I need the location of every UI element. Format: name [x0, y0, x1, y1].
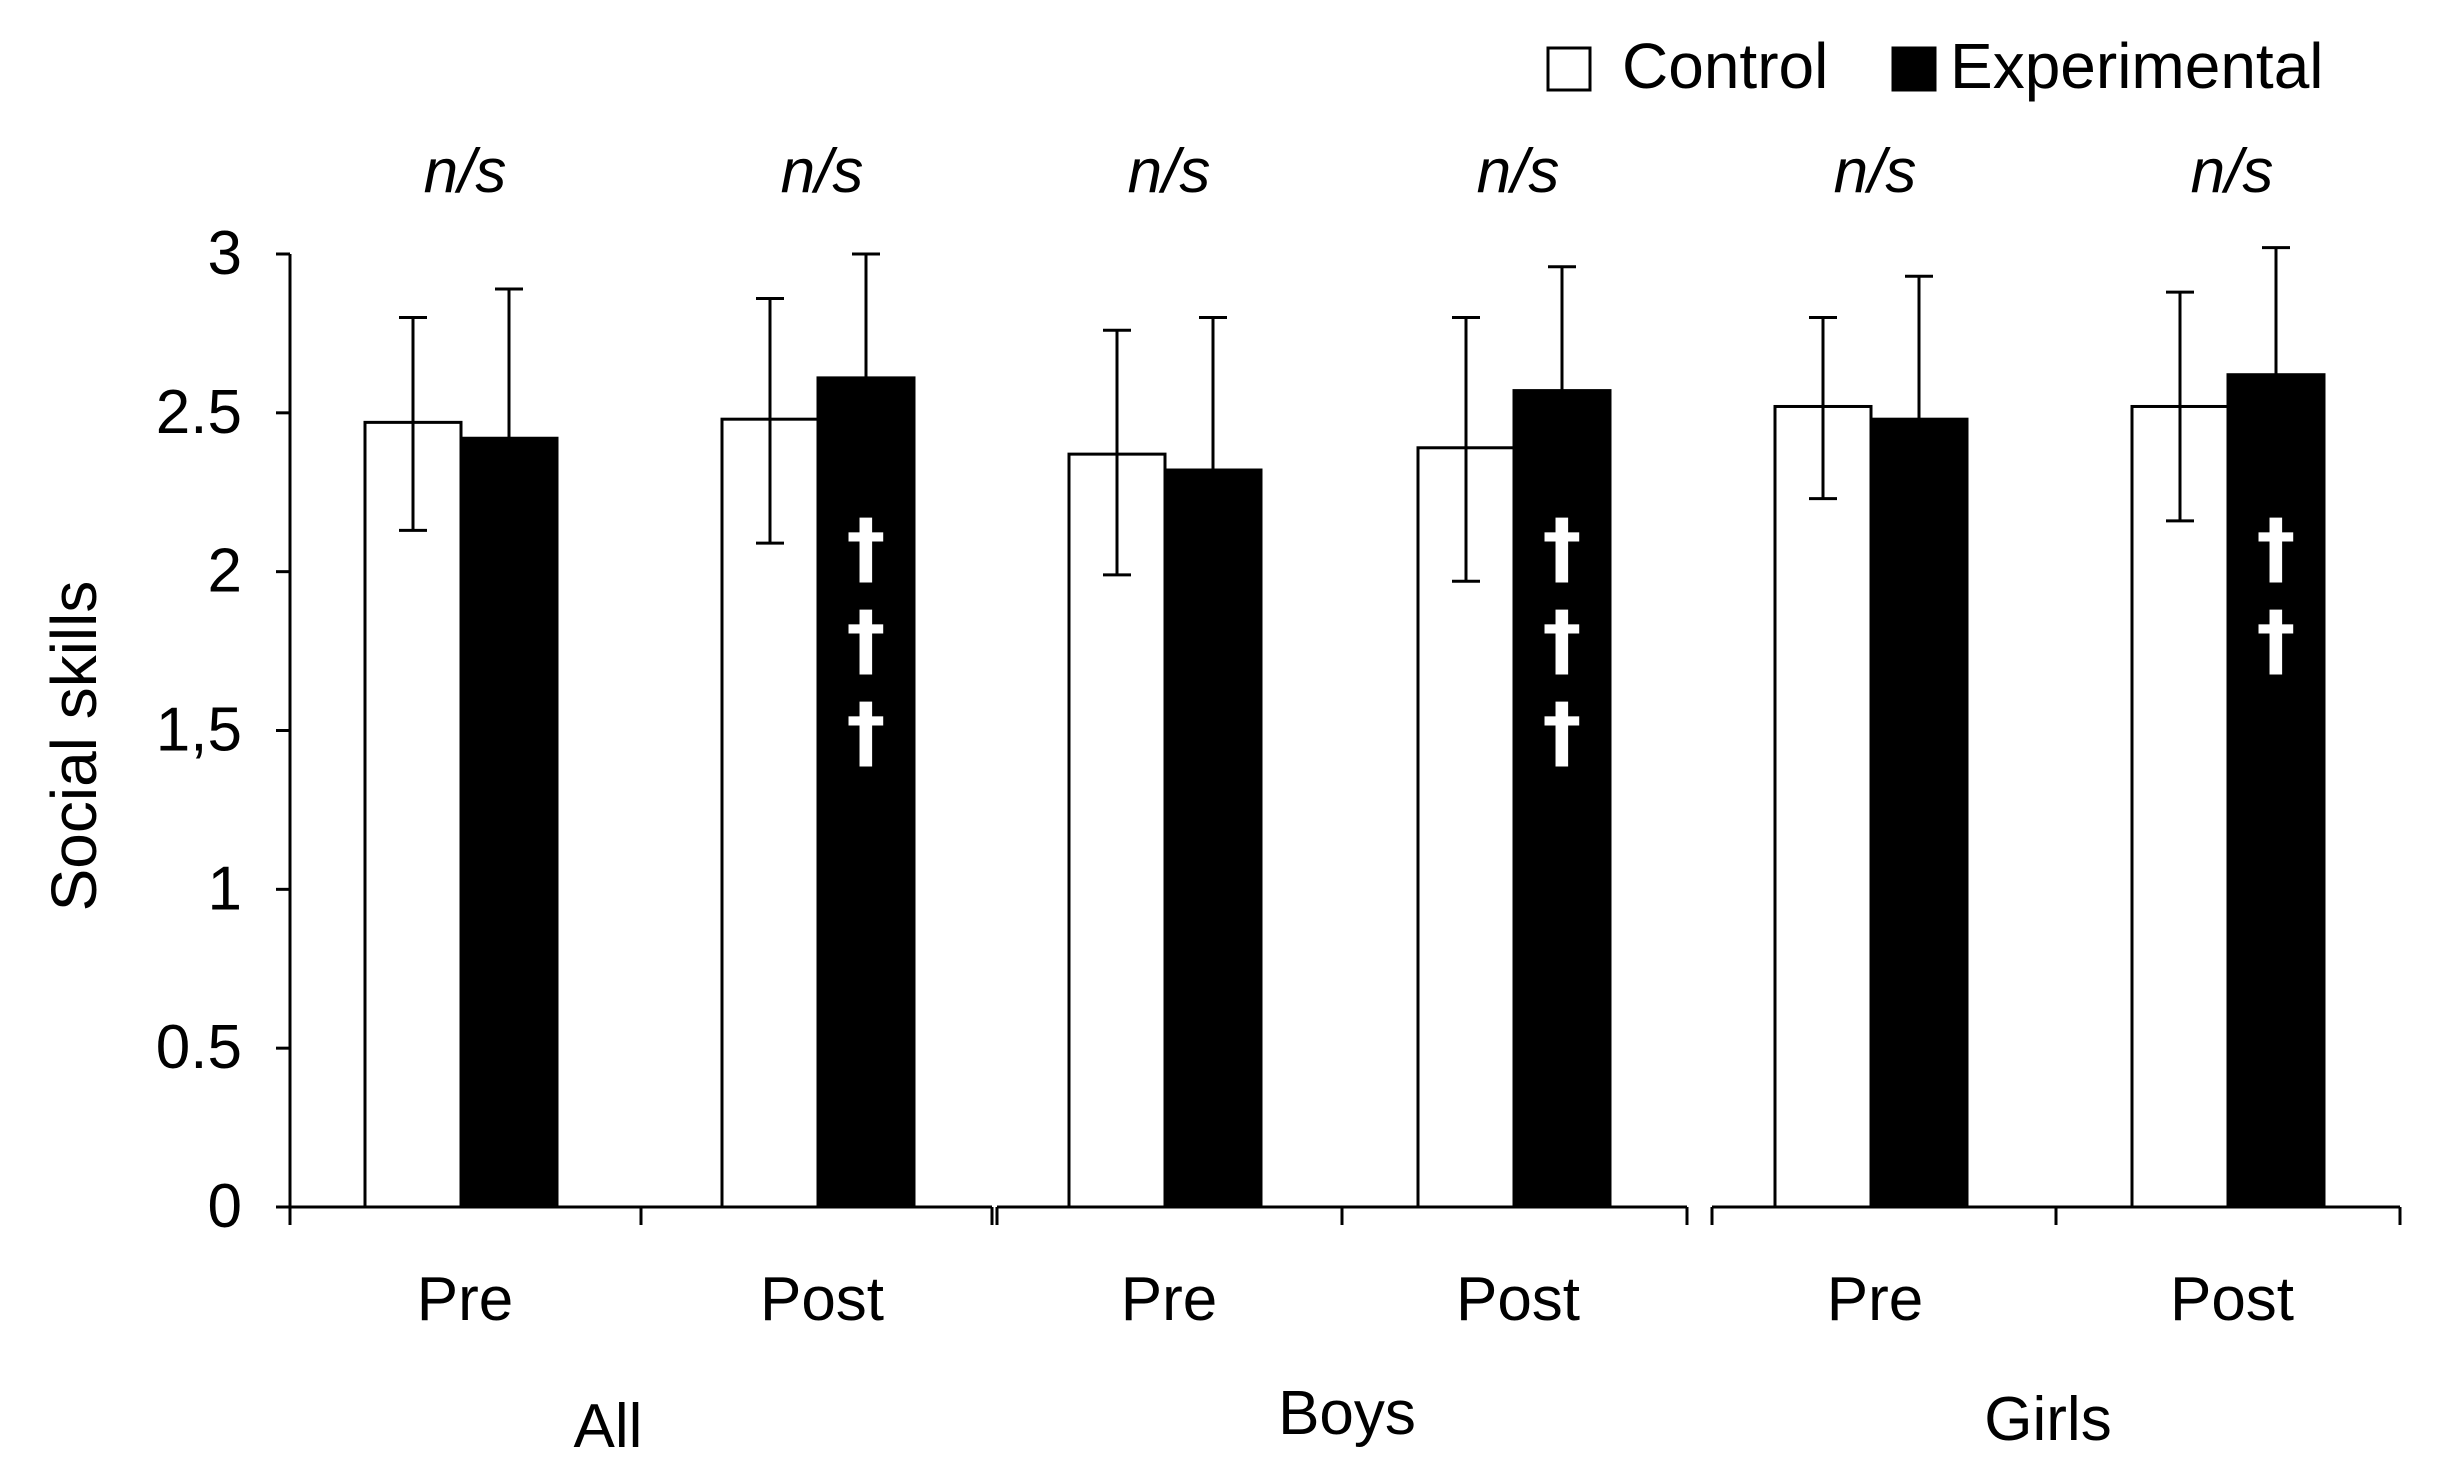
bar-control: [1773, 404, 1873, 1209]
bar-experimental: [1512, 389, 1612, 1209]
dagger-mark: †: [1543, 688, 1582, 778]
x-tick-label: Pre: [417, 1265, 513, 1334]
group-label: All: [574, 1392, 643, 1461]
y-tick-label: 3: [208, 219, 242, 288]
bar-experimental: [1869, 417, 1969, 1209]
significance-label: n/s: [424, 137, 507, 206]
y-tick-label: 1,5: [156, 696, 242, 765]
y-tick-label: 1: [208, 854, 242, 923]
legend-label-experimental: Experimental: [1950, 30, 2324, 102]
significance-label: n/s: [1834, 137, 1917, 206]
y-tick-label: 2: [208, 537, 242, 606]
bar-experimental: [459, 436, 559, 1209]
x-tick-label: Pre: [1827, 1265, 1923, 1334]
x-tick-label: Post: [1456, 1265, 1580, 1334]
group-label: Girls: [1984, 1385, 2111, 1454]
significance-label: n/s: [2191, 137, 2274, 206]
group-label: Boys: [1278, 1379, 1416, 1448]
legend-swatch-control: [1546, 46, 1592, 92]
bar-control: [2130, 404, 2230, 1209]
dagger-mark: †: [2257, 504, 2296, 594]
legend: Control Experimental: [1546, 30, 2324, 102]
dagger-mark: †: [847, 596, 886, 686]
bar-experimental: [816, 376, 916, 1209]
dagger-mark: †: [847, 504, 886, 594]
dagger-mark: †: [1543, 504, 1582, 594]
dagger-mark: †: [1543, 596, 1582, 686]
legend-label-control: Control: [1622, 30, 1828, 102]
x-tick-label: Post: [760, 1265, 884, 1334]
bar-experimental: [2226, 373, 2326, 1209]
y-axis-title: Social skills: [38, 581, 110, 912]
significance-label: n/s: [1477, 137, 1560, 206]
y-tick-label: 0.5: [156, 1013, 242, 1082]
dagger-mark: †: [847, 688, 886, 778]
legend-swatch-experimental: [1891, 46, 1937, 92]
x-tick-label: Pre: [1121, 1265, 1217, 1334]
x-tick-label: Post: [2170, 1265, 2294, 1334]
y-tick-label: 2.5: [156, 378, 242, 447]
bar-experimental: [1163, 468, 1263, 1209]
y-tick-label: 0: [208, 1172, 242, 1241]
bar-control: [363, 420, 463, 1209]
significance-label: n/s: [781, 137, 864, 206]
significance-label: n/s: [1128, 137, 1211, 206]
dagger-mark: †: [2257, 596, 2296, 686]
